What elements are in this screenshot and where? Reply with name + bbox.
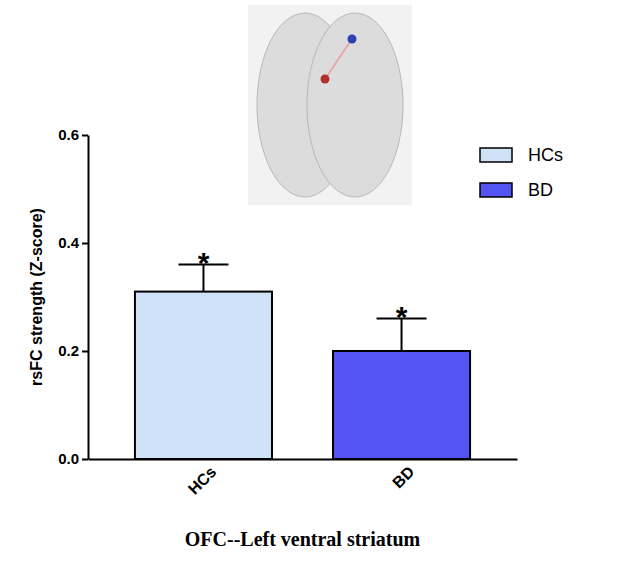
chart: * * 0.0 0.2 0.4 0.6 HCs BD rsFC strength (Z-scor… bbox=[0, 0, 619, 561]
y-tick-mark bbox=[82, 135, 88, 137]
y-tick: 0.0 bbox=[58, 450, 88, 467]
y-tick: 0.4 bbox=[58, 234, 88, 251]
legend-label: HCs bbox=[528, 145, 563, 165]
y-tick-label: 0.2 bbox=[58, 342, 79, 359]
y-tick-label: 0.6 bbox=[58, 126, 79, 143]
y-axis: 0.0 0.2 0.4 0.6 bbox=[58, 126, 88, 467]
brain-inset bbox=[248, 5, 412, 205]
y-axis-line bbox=[88, 136, 90, 460]
brain-node bbox=[348, 35, 357, 44]
annotation: * bbox=[198, 246, 210, 279]
y-tick-mark bbox=[82, 351, 88, 353]
y-tick: 0.6 bbox=[58, 126, 88, 143]
y-tick-mark bbox=[82, 243, 88, 245]
y-tick-label: 0.4 bbox=[58, 234, 80, 251]
brain-node bbox=[321, 75, 330, 84]
y-tick-label: 0.0 bbox=[58, 450, 79, 467]
x-axis: HCs BD bbox=[89, 459, 518, 498]
legend-swatch bbox=[480, 183, 512, 197]
x-tick-label: BD bbox=[389, 463, 417, 491]
x-tick: BD bbox=[389, 459, 417, 491]
x-tick-label: HCs bbox=[185, 463, 220, 498]
legend-label: BD bbox=[528, 180, 553, 200]
legend: HCs BD bbox=[480, 145, 563, 200]
legend-swatch bbox=[480, 148, 512, 162]
x-axis-title: OFC--Left ventral striatum bbox=[185, 528, 421, 550]
x-tick: HCs bbox=[185, 459, 220, 498]
x-axis-line bbox=[89, 459, 518, 461]
annotation: * bbox=[396, 300, 408, 333]
brain-inset-bg bbox=[248, 5, 412, 205]
y-tick: 0.2 bbox=[58, 342, 88, 359]
bar bbox=[135, 292, 272, 459]
plot-area bbox=[135, 265, 470, 459]
brain-link bbox=[325, 39, 352, 79]
y-tick-mark bbox=[82, 459, 88, 461]
brain-hemisphere bbox=[307, 13, 403, 197]
y-axis-title: rsFC strength (Z-score) bbox=[28, 208, 45, 386]
bar bbox=[333, 351, 470, 459]
